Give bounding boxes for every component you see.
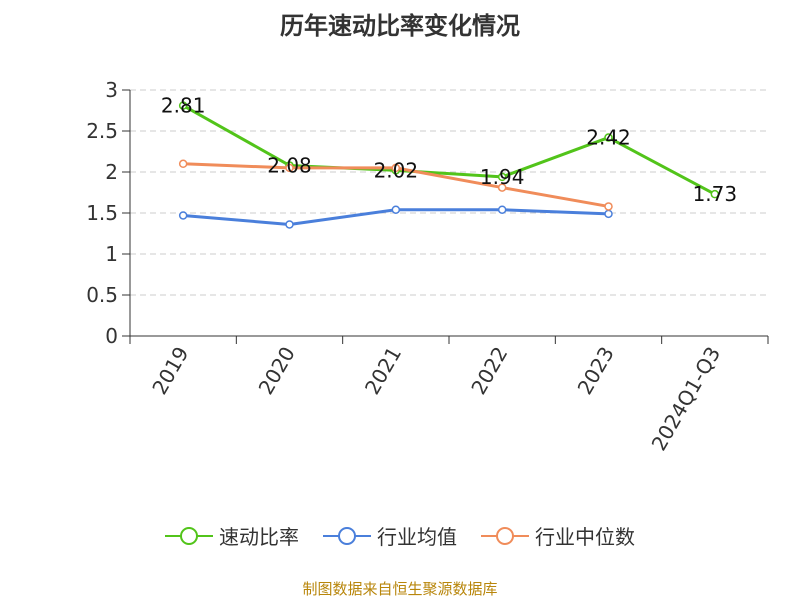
data-point bbox=[604, 133, 613, 142]
data-point bbox=[710, 189, 720, 199]
series-line bbox=[182, 104, 716, 196]
x-tick-label: 2023 bbox=[573, 343, 619, 399]
legend-marker-industry-median bbox=[481, 526, 529, 545]
data-label: 2.42 bbox=[586, 126, 631, 150]
data-point bbox=[178, 211, 188, 220]
data-point bbox=[497, 205, 507, 214]
y-tick-label: 0 bbox=[105, 324, 118, 348]
y-tick-label: 2 bbox=[105, 160, 118, 184]
x-tick-label: 2024Q1-Q3 bbox=[646, 343, 725, 455]
data-label: 2.81 bbox=[161, 94, 206, 118]
axes: 0 0.5 1 1.5 2 2.5 3 2019 2020 2021 2022 2023 2024Q1-… bbox=[86, 78, 769, 455]
x-tick-label: 2021 bbox=[360, 343, 406, 399]
data-labels: 2.81 2.08 2.02 1.94 2.42 1.73 bbox=[161, 94, 737, 207]
series bbox=[178, 101, 720, 229]
data-label: 1.73 bbox=[693, 182, 738, 206]
legend-item-industry-median[interactable]: 行业中位数 bbox=[481, 521, 635, 550]
data-point bbox=[604, 209, 613, 219]
legend-label: 速动比率 bbox=[219, 525, 299, 549]
data-label: 2.02 bbox=[374, 158, 419, 182]
data-point bbox=[285, 163, 294, 173]
legend-label: 行业均值 bbox=[377, 525, 457, 549]
x-tick-label: 2020 bbox=[254, 343, 300, 399]
legend-marker-industry-mean bbox=[323, 526, 371, 545]
data-label: 2.08 bbox=[267, 153, 312, 177]
data-point bbox=[497, 172, 507, 182]
data-point bbox=[285, 220, 294, 229]
data-point bbox=[497, 183, 507, 192]
data-label: 1.94 bbox=[480, 165, 525, 189]
data-point bbox=[391, 163, 401, 173]
data-point bbox=[178, 101, 188, 110]
y-tick-label: 1 bbox=[105, 242, 118, 266]
legend-label: 行业中位数 bbox=[535, 525, 635, 549]
y-tick-label: 2.5 bbox=[86, 119, 118, 143]
grid-lines bbox=[130, 89, 768, 296]
x-tick-label: 2019 bbox=[147, 343, 193, 399]
x-tick-label: 2022 bbox=[466, 342, 512, 398]
data-point bbox=[604, 202, 613, 211]
data-point bbox=[178, 159, 188, 169]
y-tick-label: 1.5 bbox=[86, 201, 118, 225]
y-tick-label: 0.5 bbox=[86, 283, 118, 307]
legend-item-industry-mean[interactable]: 行业均值 bbox=[323, 521, 457, 550]
y-tick-label: 3 bbox=[105, 78, 118, 102]
legend: 速动比率 行业均值 行业中位数 bbox=[0, 521, 800, 550]
legend-marker-quick-ratio bbox=[165, 526, 213, 545]
data-point bbox=[391, 205, 401, 214]
source-note: 制图数据来自恒生聚源数据库 bbox=[302, 580, 498, 598]
legend-item-quick-ratio[interactable]: 速动比率 bbox=[165, 521, 299, 550]
chart-title: 历年速动比率变化情况 bbox=[280, 12, 520, 40]
